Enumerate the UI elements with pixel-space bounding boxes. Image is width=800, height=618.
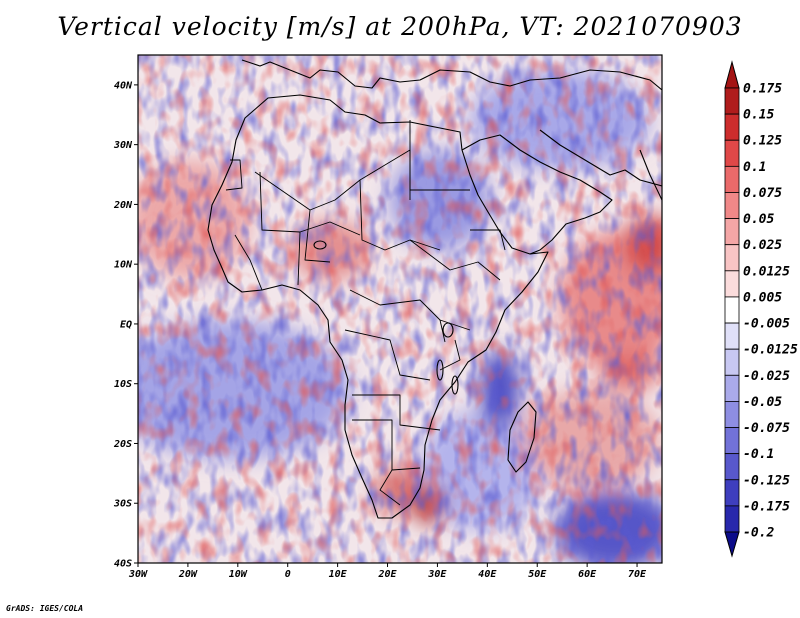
- lon-tick-label: 10W: [229, 569, 248, 580]
- colorbar-swatch: [724, 374, 740, 402]
- colorbar-swatch: [724, 505, 740, 533]
- colorbar-label: 0.005: [743, 290, 782, 305]
- lat-tick-label: 20N: [113, 200, 133, 211]
- europe-coastline: [241, 59, 662, 91]
- lon-tick-label: 10E: [329, 569, 348, 580]
- lat-tick-label: 40N: [114, 80, 133, 91]
- colorbar: 0.175 0.15 0.125 0.1 0.075 0.05 0.025 0.0125 0.0…: [724, 60, 798, 558]
- colorbar-label: -0.075: [743, 421, 790, 436]
- colorbar-swatch: [724, 87, 740, 115]
- colorbar-swatch: [724, 401, 740, 428]
- colorbar-swatch: [724, 270, 740, 298]
- colorbar-swatch: [724, 139, 740, 167]
- colorbar-swatch: [724, 218, 740, 246]
- lon-tick-label: 40E: [478, 569, 497, 580]
- lat-tick-label: 30S: [113, 499, 132, 510]
- colorbar-label: 0.025: [743, 238, 782, 253]
- colorbar-swatch: [724, 192, 740, 219]
- colorbar-swatch: [724, 479, 740, 507]
- colorbar-label: 0.175: [743, 82, 782, 97]
- india-coastline: [639, 149, 662, 201]
- colorbar-label: 0.15: [743, 108, 774, 123]
- colorbar-max-arrow: [724, 60, 740, 89]
- africa-coastline: [207, 94, 549, 519]
- colorbar-label: -0.125: [743, 473, 790, 488]
- colorbar-label: 0.1: [743, 160, 766, 175]
- lon-tick-label: 0: [285, 569, 291, 580]
- lat-tick-label: 10N: [114, 260, 133, 271]
- map-frame: [137, 54, 663, 564]
- colorbar-label: -0.05: [743, 395, 782, 410]
- velocity-field: [138, 55, 662, 563]
- grads-credit: GrADS: IGES/COLA: [6, 604, 84, 613]
- madagascar-coastline: [507, 401, 537, 473]
- lat-tick-label: 20S: [113, 439, 132, 450]
- map-title: Vertical velocity [m/s] at 200hPa, VT: 2…: [57, 12, 743, 41]
- colorbar-label: 0.0125: [743, 264, 790, 279]
- lakes: [313, 240, 459, 395]
- lat-tick-label: 40S: [114, 559, 132, 570]
- latitude-axis: 40N 30N 20N 10N EQ 10S 20S 30S 40S: [113, 80, 138, 570]
- colorbar-swatch: [724, 296, 740, 324]
- colorbar-swatch: [724, 348, 740, 376]
- colorbar-min-arrow: [724, 531, 740, 558]
- lon-tick-label: 20W: [178, 569, 198, 580]
- lon-tick-label: 50E: [528, 569, 547, 580]
- lat-tick-label: EQ: [120, 319, 132, 330]
- colorbar-label: -0.025: [743, 369, 790, 384]
- colorbar-label: -0.005: [743, 317, 790, 332]
- colorbar-swatch: [724, 322, 740, 350]
- colorbar-swatch: [724, 427, 740, 455]
- lon-tick-label: 60E: [578, 569, 597, 580]
- lon-tick-label: 30E: [427, 569, 447, 580]
- longitude-axis: 30W 20W 10W 0 10E 20E 30E 40E 50E 60E 70E: [128, 563, 647, 580]
- colorbar-label: -0.0125: [743, 343, 798, 358]
- colorbar-swatch: [724, 165, 740, 193]
- colorbar-label: 0.05: [743, 212, 774, 227]
- colorbar-swatch: [724, 453, 740, 481]
- colorbar-swatch: [724, 113, 740, 141]
- colorbar-label: 0.075: [743, 186, 782, 201]
- lon-tick-label: 70E: [628, 569, 647, 580]
- persian-gulf: [539, 129, 662, 187]
- colorbar-label: -0.1: [743, 447, 774, 462]
- colorbar-label: -0.2: [743, 526, 774, 541]
- colorbar-swatch: [724, 244, 740, 272]
- coastlines: [207, 59, 662, 519]
- lat-tick-label: 10S: [114, 379, 132, 390]
- lat-tick-label: 30N: [113, 140, 133, 151]
- colorbar-label: -0.175: [743, 499, 790, 514]
- lon-tick-label: 30W: [128, 569, 148, 580]
- arabian-coastline: [461, 134, 613, 255]
- lon-tick-label: 20E: [377, 569, 397, 580]
- colorbar-label: 0.125: [743, 134, 782, 149]
